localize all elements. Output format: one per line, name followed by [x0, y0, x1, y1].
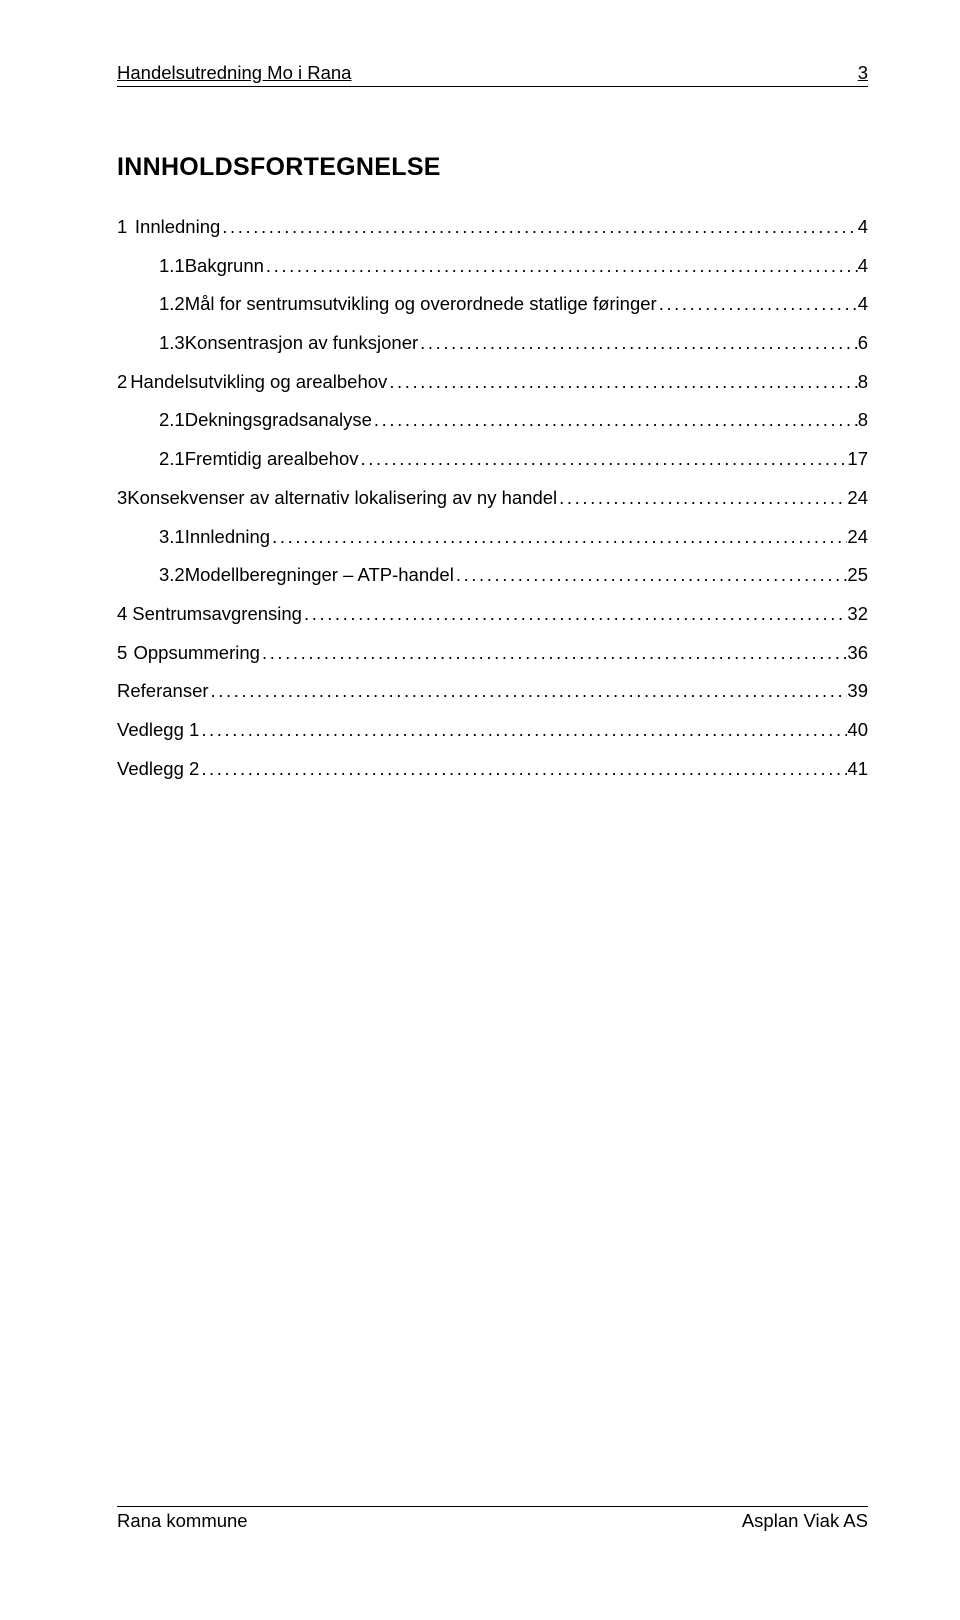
toc-leader-dots [260, 644, 847, 663]
footer-left: Rana kommune [117, 1510, 248, 1532]
toc-entry-label: Konsentrasjon av funksjoner [185, 334, 418, 353]
toc-leader-dots [199, 721, 847, 740]
toc-entry-number: 3 [117, 489, 127, 508]
toc-entry-page: 36 [847, 644, 868, 663]
toc-entry-label: Innledning [185, 528, 270, 547]
toc-entry: 2Handelsutvikling og arealbehov 8 [117, 373, 868, 392]
toc-entry-page: 4 [858, 295, 868, 314]
toc-entry-page: 39 [847, 682, 868, 701]
toc-entry-label: Konsekvenser av alternativ lokalisering … [127, 489, 557, 508]
toc-entry-number: 3.1 [159, 528, 185, 547]
toc-entry-page: 40 [847, 721, 868, 740]
toc-entry-label: Handelsutvikling og arealbehov [130, 373, 387, 392]
footer-right: Asplan Viak AS [742, 1510, 868, 1532]
toc-entry: Vedlegg 1 40 [117, 721, 868, 740]
toc-entry-number: 2.1 [159, 450, 185, 469]
toc-entry: 1.2Mål for sentrumsutvikling og overordn… [117, 295, 868, 314]
toc-entry: 1.3Konsentrasjon av funksjoner 6 [117, 334, 868, 353]
toc-entry: Referanser 39 [117, 682, 868, 701]
toc-entry-page: 8 [858, 411, 868, 430]
toc-title: INNHOLDSFORTEGNELSE [117, 153, 868, 182]
toc-entry-page: 32 [847, 605, 868, 624]
toc-leader-dots [302, 605, 847, 624]
toc-entry-number: 5 [117, 644, 133, 663]
toc-entry-number: 4 [117, 605, 132, 624]
toc-entry-number: 1 [117, 218, 135, 237]
toc-leader-dots [387, 373, 857, 392]
page-footer: Rana kommune Asplan Viak AS [117, 1506, 868, 1532]
toc-leader-dots [264, 257, 858, 276]
document-page: Handelsutredning Mo i Rana 3 INNHOLDSFOR… [0, 0, 960, 1620]
toc-entry-number: 1.2 [159, 295, 185, 314]
toc-list: 1Innledning41.1Bakgrunn41.2Mål for sentr… [117, 218, 868, 778]
toc-leader-dots [657, 295, 858, 314]
toc-entry-number: 2 [117, 373, 130, 392]
toc-entry-page: 4 [858, 218, 868, 237]
toc-entry-page: 4 [858, 257, 868, 276]
toc-entry-number: 3.2 [159, 566, 185, 585]
toc-entry: 2.1Dekningsgradsanalyse 8 [117, 411, 868, 430]
toc-leader-dots [220, 218, 857, 237]
toc-entry-page: 6 [858, 334, 868, 353]
toc-entry: 5Oppsummering 36 [117, 644, 868, 663]
toc-entry-label: Bakgrunn [185, 257, 264, 276]
toc-entry-page: 8 [858, 373, 868, 392]
toc-entry-page: 24 [847, 528, 868, 547]
header-page-number: 3 [858, 62, 868, 84]
toc-entry-label: Fremtidig arealbehov [185, 450, 359, 469]
toc-leader-dots [270, 528, 847, 547]
page-header: Handelsutredning Mo i Rana 3 [117, 62, 868, 87]
toc-entry-page: 17 [847, 450, 868, 469]
toc-entry: 3.1Innledning 24 [117, 528, 868, 547]
toc-entry: 1.1Bakgrunn 4 [117, 257, 868, 276]
toc-leader-dots [418, 334, 858, 353]
toc-entry-number: 1.3 [159, 334, 185, 353]
toc-leader-dots [209, 682, 848, 701]
toc-entry: 2.1Fremtidig arealbehov 17 [117, 450, 868, 469]
toc-leader-dots [359, 450, 848, 469]
toc-entry-page: 24 [847, 489, 868, 508]
toc-entry-label: Sentrumsavgrensing [132, 605, 302, 624]
toc-entry: 3.2Modellberegninger – ATP-handel 25 [117, 566, 868, 585]
toc-entry: 1Innledning 4 [117, 218, 868, 237]
toc-entry-label: Referanser [117, 682, 209, 701]
toc-entry-label: Innledning [135, 218, 220, 237]
toc-entry-label: Vedlegg 2 [117, 760, 199, 779]
toc-entry: 4Sentrumsavgrensing 32 [117, 605, 868, 624]
toc-entry-page: 41 [847, 760, 868, 779]
toc-entry-number: 2.1 [159, 411, 185, 430]
toc-entry-label: Mål for sentrumsutvikling og overordnede… [185, 295, 657, 314]
toc-leader-dots [557, 489, 847, 508]
header-doc-title: Handelsutredning Mo i Rana [117, 62, 351, 84]
toc-leader-dots [199, 760, 847, 779]
toc-entry-label: Vedlegg 1 [117, 721, 199, 740]
toc-entry-label: Modellberegninger – ATP-handel [185, 566, 454, 585]
toc-entry-label: Dekningsgradsanalyse [185, 411, 372, 430]
toc-entry-label: Oppsummering [133, 644, 259, 663]
toc-leader-dots [372, 411, 858, 430]
toc-entry: 3Konsekvenser av alternativ lokalisering… [117, 489, 868, 508]
toc-entry-number: 1.1 [159, 257, 185, 276]
toc-entry: Vedlegg 2 41 [117, 760, 868, 779]
toc-leader-dots [454, 566, 848, 585]
toc-entry-page: 25 [847, 566, 868, 585]
